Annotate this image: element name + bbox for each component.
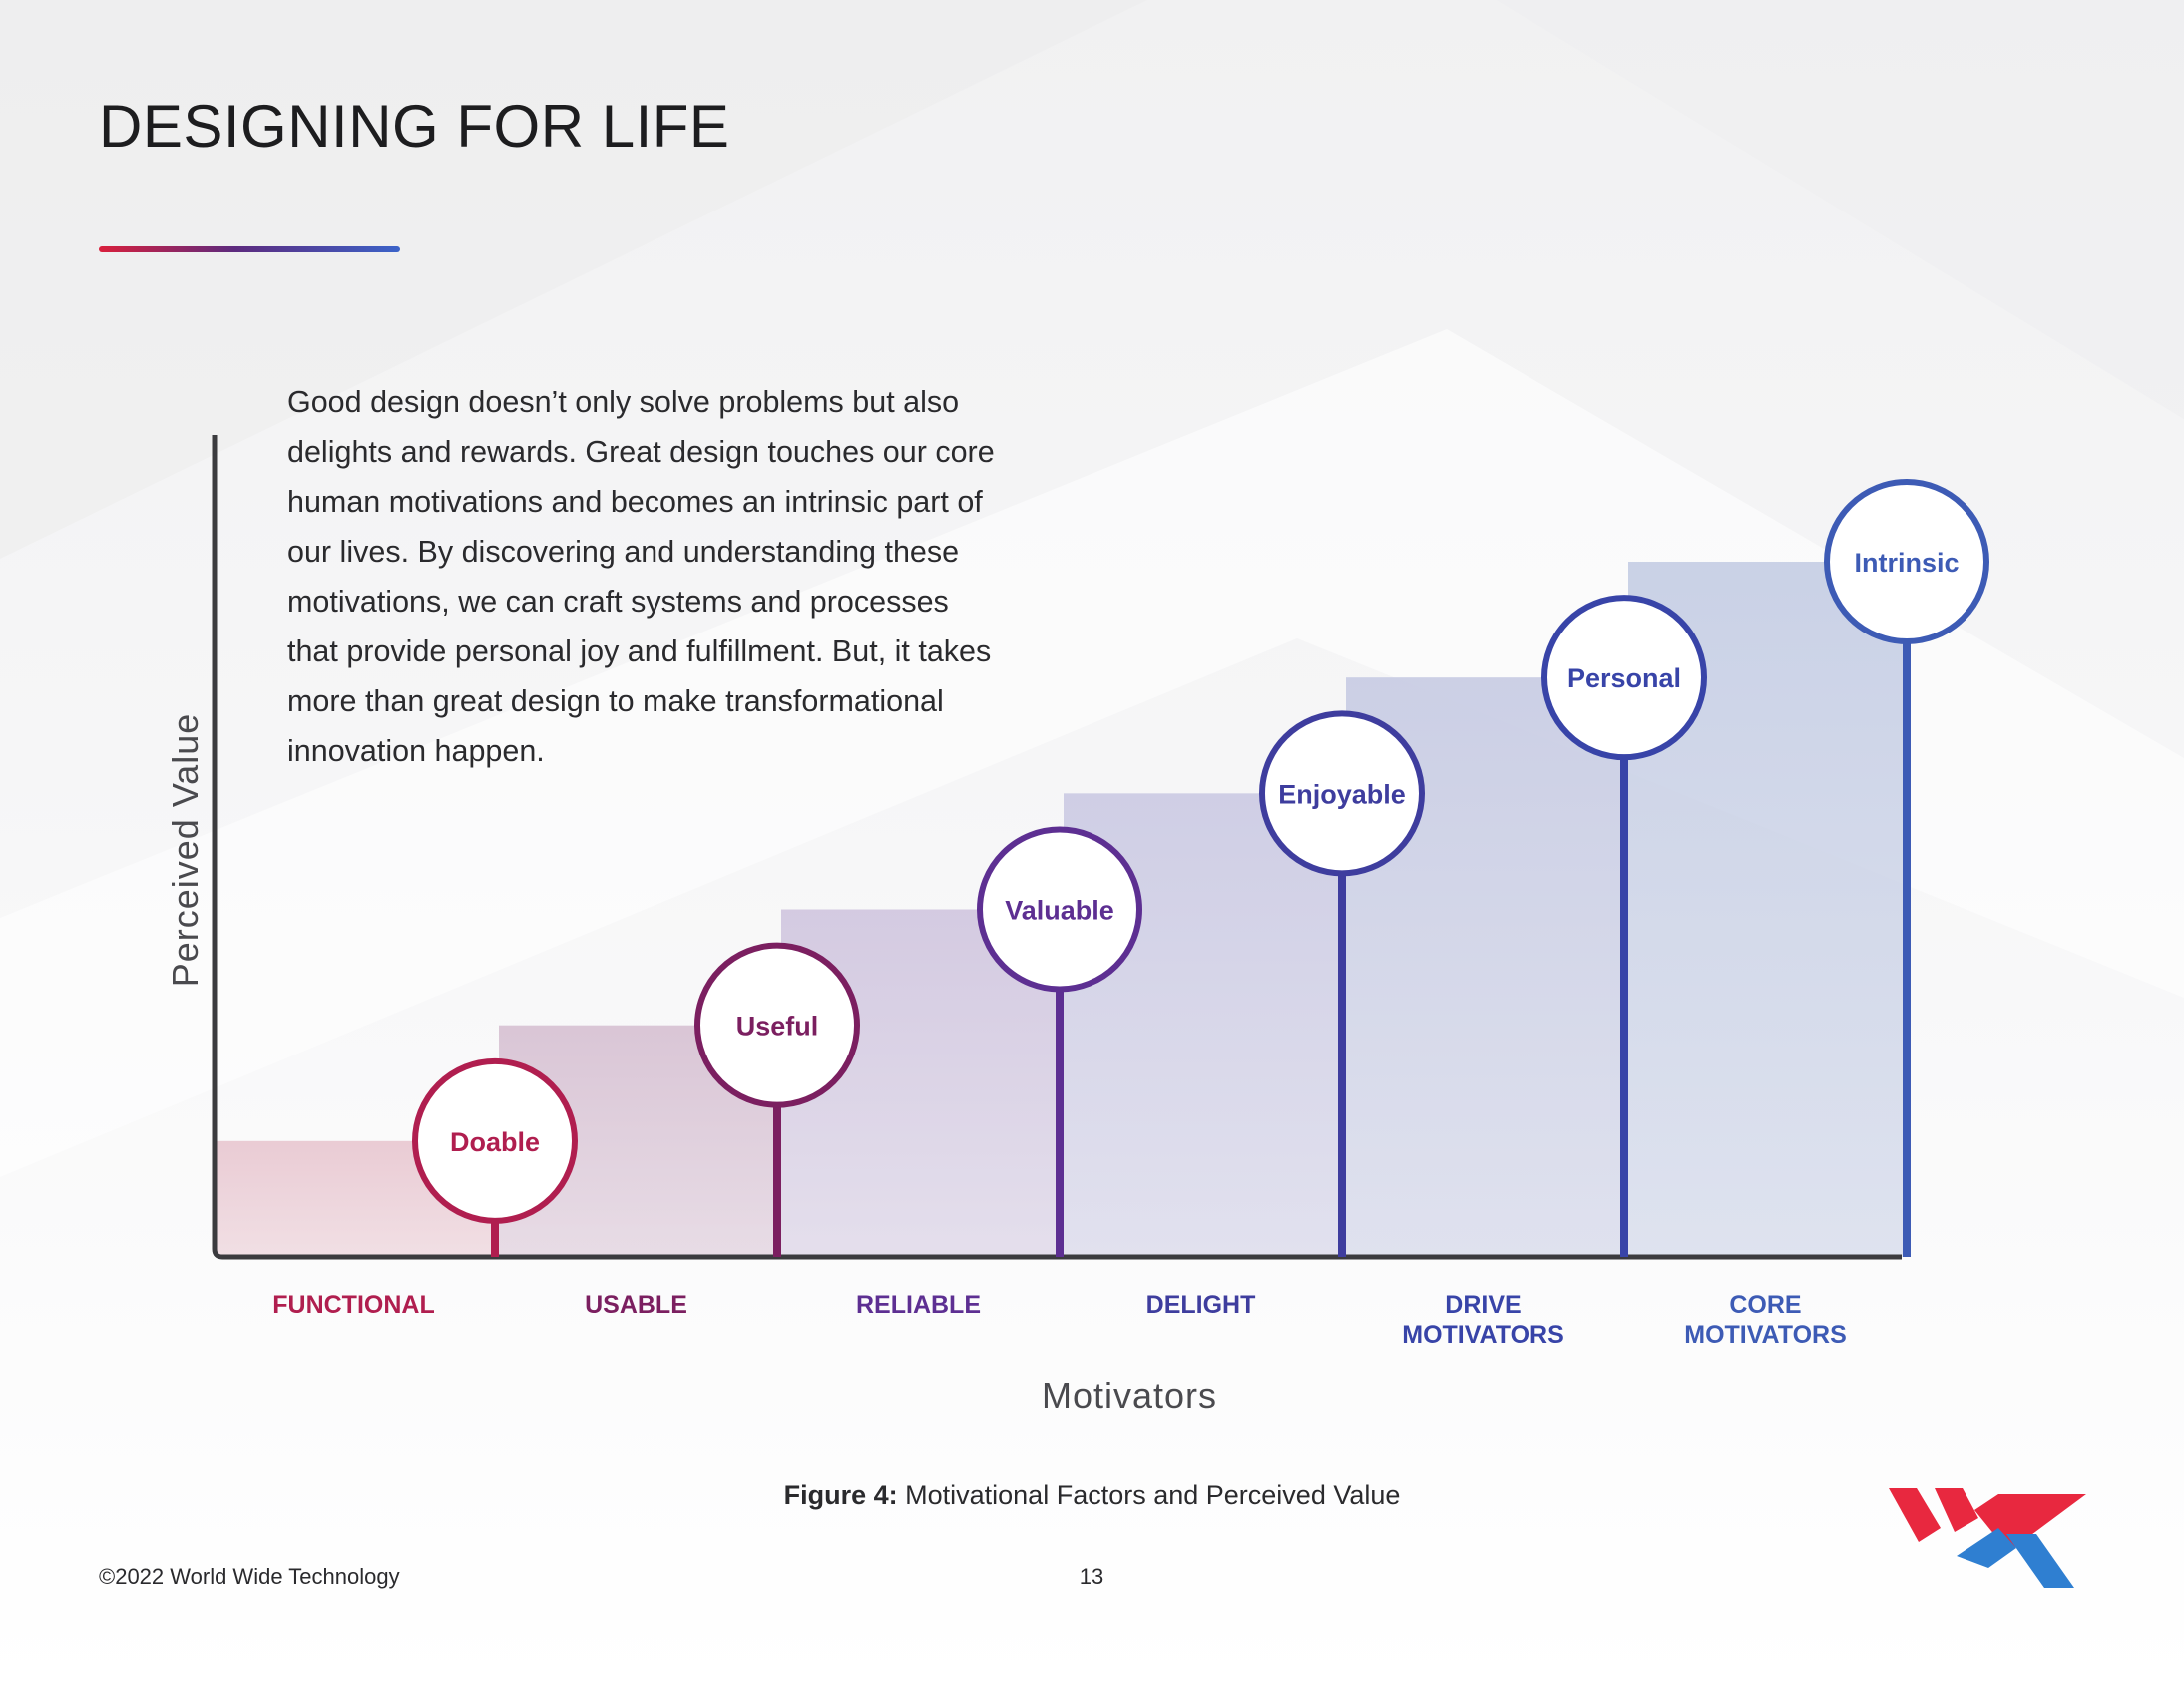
chart-point <box>1541 595 1707 761</box>
chart-data-label: Enjoyable <box>1278 779 1406 809</box>
figure-caption: Figure 4: Motivational Factors and Perce… <box>0 1480 2184 1511</box>
copyright-notice: ©2022 World Wide Technology <box>99 1564 400 1589</box>
title-underline <box>99 246 400 252</box>
chart-data-label: Valuable <box>1005 896 1114 926</box>
chart-x-axis-title: Motivators <box>1042 1375 1217 1416</box>
chart-category-label: DELIGHT <box>1146 1291 1256 1319</box>
intro-paragraph: Good design doesn’t only solve problems … <box>287 385 995 768</box>
chart-data-label: Personal <box>1567 663 1681 693</box>
figure-caption-text: Motivational Factors and Perceived Value <box>897 1480 1401 1510</box>
page-title: DESIGNING FOR LIFE <box>99 93 730 160</box>
chart-category-label: USABLE <box>585 1291 687 1319</box>
chart-data-label: Intrinsic <box>1854 548 1959 578</box>
chart-point <box>694 942 860 1108</box>
figure-caption-label: Figure 4: <box>783 1480 898 1510</box>
chart-category-label: RELIABLE <box>856 1291 981 1319</box>
chart-point <box>1259 710 1425 877</box>
chart-data-label: Useful <box>736 1012 819 1042</box>
chart-point <box>1824 479 1989 645</box>
wwt-logo-icon <box>1889 1488 2086 1588</box>
chart-point <box>412 1057 578 1224</box>
chart-category-label: CORE MOTIVATORS <box>1684 1291 1847 1349</box>
chart-category-label: FUNCTIONAL <box>272 1291 434 1319</box>
chart-data-label: Doable <box>450 1127 540 1157</box>
page-number: 13 <box>1079 1564 1104 1589</box>
chart-axes <box>212 435 1902 1260</box>
chart-point <box>977 826 1142 993</box>
chart-y-axis-title: Perceived Value <box>165 713 206 988</box>
chart-category-label: DRIVE MOTIVATORS <box>1402 1291 1564 1349</box>
